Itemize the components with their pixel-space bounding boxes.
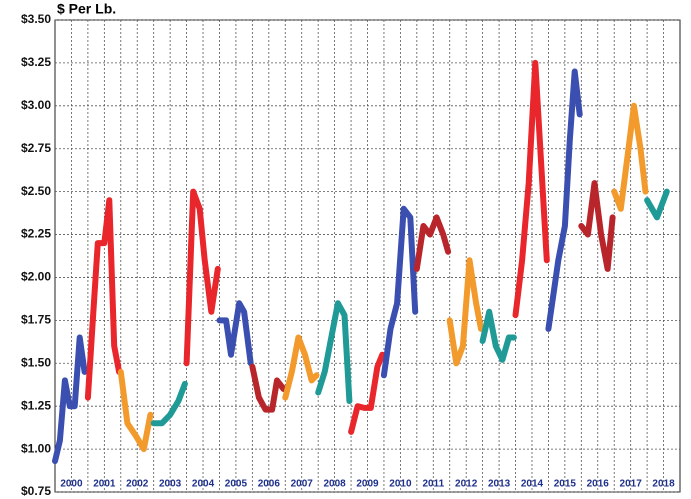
x-tick-label: 2009 <box>356 479 379 490</box>
price-line <box>216 300 254 367</box>
price-line <box>249 363 287 413</box>
x-tick-label: 2014 <box>521 479 544 490</box>
x-tick-label: 2013 <box>488 479 511 490</box>
price-line <box>117 368 154 453</box>
price-line <box>413 214 452 272</box>
y-tick-label: $1.50 <box>21 355 51 369</box>
y-tick-label: $2.50 <box>21 184 51 198</box>
x-tick-label: 2004 <box>192 479 215 490</box>
x-tick-label: 2012 <box>455 479 478 490</box>
y-tick-label: $0.75 <box>21 484 51 498</box>
y-tick-label: $2.75 <box>21 141 51 155</box>
price-line <box>512 59 550 319</box>
price-line <box>315 300 353 404</box>
x-tick-label: 2018 <box>652 479 675 490</box>
price-line <box>578 180 616 272</box>
price-line <box>52 334 88 465</box>
y-tick-label: $3.25 <box>21 55 51 69</box>
price-line <box>380 205 419 379</box>
x-tick-label: 2003 <box>159 479 182 490</box>
x-tick-label: 2015 <box>554 479 577 490</box>
x-tick-label: 2011 <box>422 479 444 490</box>
x-tick-label: 2005 <box>225 479 248 490</box>
y-tick-label: $1.75 <box>21 313 51 327</box>
y-tick-label: $3.50 <box>21 12 51 26</box>
price-line <box>479 308 517 363</box>
y-axis-label: $ Per Lb. <box>57 1 116 17</box>
price-line <box>644 188 670 221</box>
price-line <box>150 380 188 427</box>
y-tick-label: $2.25 <box>21 227 51 241</box>
price-line <box>183 188 221 367</box>
price-line <box>84 197 123 401</box>
x-tick-label: 2001 <box>93 479 116 490</box>
price-line <box>282 334 320 401</box>
x-tick-label: 2016 <box>587 479 610 490</box>
price-line <box>446 257 484 367</box>
x-tick-label: 2008 <box>323 479 346 490</box>
y-tick-label: $1.00 <box>21 441 51 455</box>
x-tick-label: 2017 <box>620 479 643 490</box>
price-line <box>545 68 583 332</box>
x-tick-label: 2010 <box>389 479 412 490</box>
x-tick-label: 2006 <box>258 479 281 490</box>
x-tick-label: 2002 <box>126 479 149 490</box>
y-tick-label: $1.25 <box>21 398 51 412</box>
x-tick-label: 2007 <box>291 479 314 490</box>
y-tick-label: $2.00 <box>21 270 51 284</box>
price-line <box>611 102 649 212</box>
y-tick-label: $3.00 <box>21 98 51 112</box>
price-line <box>348 351 386 435</box>
x-tick-label: 2000 <box>60 479 83 490</box>
